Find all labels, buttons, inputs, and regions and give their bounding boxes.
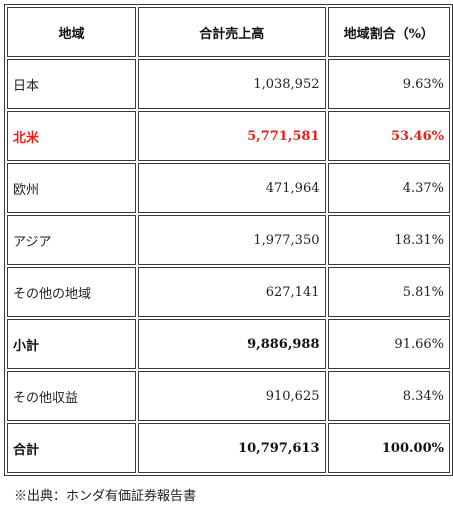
share-cell: 5.81% [327, 267, 450, 317]
region-cell: 欧州 [7, 163, 136, 213]
sales-cell: 10,797,613 [137, 423, 326, 473]
table-row-europe: 欧州 471,964 4.37% [7, 163, 450, 213]
header-region: 地域 [7, 7, 136, 57]
sales-cell: 9,886,988 [137, 319, 326, 369]
region-cell: その他の地域 [7, 267, 136, 317]
region-cell: 北米 [7, 111, 136, 161]
region-cell: 日本 [7, 59, 136, 109]
table-header-row: 地域 合計売上高 地域割合（%） [7, 7, 450, 57]
sales-cell: 1,977,350 [137, 215, 326, 265]
share-cell: 8.34% [327, 371, 450, 421]
share-cell: 91.66% [327, 319, 450, 369]
region-cell: 合計 [7, 423, 136, 473]
share-cell: 9.63% [327, 59, 450, 109]
share-cell: 18.31% [327, 215, 450, 265]
sales-cell: 910,625 [137, 371, 326, 421]
table-row-asia: アジア 1,977,350 18.31% [7, 215, 450, 265]
table-row-other-regions: その他の地域 627,141 5.81% [7, 267, 450, 317]
region-cell: その他収益 [7, 371, 136, 421]
header-total-sales: 合計売上高 [137, 7, 326, 57]
regional-sales-table: 地域 合計売上高 地域割合（%） 日本 1,038,952 9.63% 北米 5… [4, 4, 453, 476]
sales-cell: 5,771,581 [137, 111, 326, 161]
table-row-subtotal: 小計 9,886,988 91.66% [7, 319, 450, 369]
sales-cell: 627,141 [137, 267, 326, 317]
region-cell: 小計 [7, 319, 136, 369]
table-row-other-revenue: その他収益 910,625 8.34% [7, 371, 450, 421]
share-cell: 100.00% [327, 423, 450, 473]
sales-cell: 471,964 [137, 163, 326, 213]
region-cell: アジア [7, 215, 136, 265]
table-row-total: 合計 10,797,613 100.00% [7, 423, 450, 473]
share-cell: 4.37% [327, 163, 450, 213]
share-cell: 53.46% [327, 111, 450, 161]
table-row-japan: 日本 1,038,952 9.63% [7, 59, 450, 109]
header-region-share: 地域割合（%） [327, 7, 450, 57]
table-row-north-america: 北米 5,771,581 53.46% [7, 111, 450, 161]
source-note: ※出典：ホンダ有価証券報告書 [14, 489, 197, 504]
sales-cell: 1,038,952 [137, 59, 326, 109]
